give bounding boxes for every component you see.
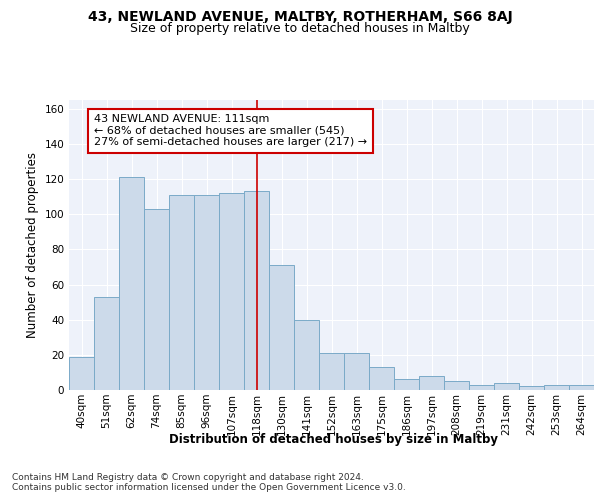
Y-axis label: Number of detached properties: Number of detached properties bbox=[26, 152, 39, 338]
Bar bbox=[344, 353, 369, 390]
Bar bbox=[144, 209, 169, 390]
Bar bbox=[444, 381, 469, 390]
Bar bbox=[119, 178, 144, 390]
Bar bbox=[494, 383, 519, 390]
Bar bbox=[194, 195, 219, 390]
Bar bbox=[569, 384, 594, 390]
Bar bbox=[169, 195, 194, 390]
Bar bbox=[369, 367, 394, 390]
Bar bbox=[269, 265, 294, 390]
Text: Contains HM Land Registry data © Crown copyright and database right 2024.
Contai: Contains HM Land Registry data © Crown c… bbox=[12, 472, 406, 492]
Bar bbox=[244, 192, 269, 390]
Text: 43, NEWLAND AVENUE, MALTBY, ROTHERHAM, S66 8AJ: 43, NEWLAND AVENUE, MALTBY, ROTHERHAM, S… bbox=[88, 10, 512, 24]
Bar bbox=[544, 384, 569, 390]
Bar bbox=[69, 356, 94, 390]
Bar bbox=[419, 376, 444, 390]
Bar bbox=[294, 320, 319, 390]
Bar bbox=[94, 297, 119, 390]
Text: 43 NEWLAND AVENUE: 111sqm
← 68% of detached houses are smaller (545)
27% of semi: 43 NEWLAND AVENUE: 111sqm ← 68% of detac… bbox=[94, 114, 367, 148]
Bar bbox=[319, 353, 344, 390]
Bar bbox=[219, 193, 244, 390]
Text: Size of property relative to detached houses in Maltby: Size of property relative to detached ho… bbox=[130, 22, 470, 35]
Bar bbox=[519, 386, 544, 390]
Bar bbox=[394, 380, 419, 390]
Bar bbox=[469, 384, 494, 390]
Text: Distribution of detached houses by size in Maltby: Distribution of detached houses by size … bbox=[169, 432, 497, 446]
